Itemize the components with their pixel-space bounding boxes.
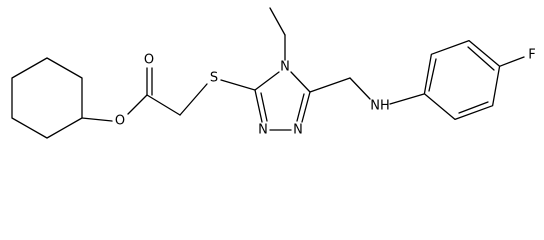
- bond: [269, 7, 286, 36]
- atom-label: O: [115, 114, 125, 129]
- bond: [290, 71, 311, 93]
- bond: [179, 83, 208, 116]
- bond: [309, 77, 351, 93]
- bond: [301, 91, 311, 123]
- benzene-ring: [423, 39, 501, 121]
- atom-label: NH: [370, 99, 390, 114]
- bond: [349, 77, 371, 100]
- bond: [254, 71, 280, 91]
- bond: [260, 92, 268, 122]
- bond: [467, 46, 495, 71]
- bond: [296, 93, 305, 122]
- atom-label: S: [210, 71, 218, 86]
- atom-label: N: [258, 123, 268, 138]
- cyclohexane-ring: [11, 57, 83, 139]
- atom-label: F: [528, 48, 535, 63]
- bond: [389, 93, 425, 105]
- bond: [146, 94, 181, 116]
- atom-label: N: [280, 60, 290, 75]
- bond: [127, 94, 148, 115]
- bond: [498, 56, 525, 67]
- atom-label: N: [293, 123, 303, 138]
- molecule-diagram: O O S N N N NH F: [11, 7, 536, 139]
- bond: [220, 79, 256, 91]
- bond: [254, 89, 263, 123]
- bond: [428, 58, 437, 92]
- bond: [81, 117, 113, 122]
- atom-label: O: [144, 53, 154, 68]
- bond: [458, 101, 489, 114]
